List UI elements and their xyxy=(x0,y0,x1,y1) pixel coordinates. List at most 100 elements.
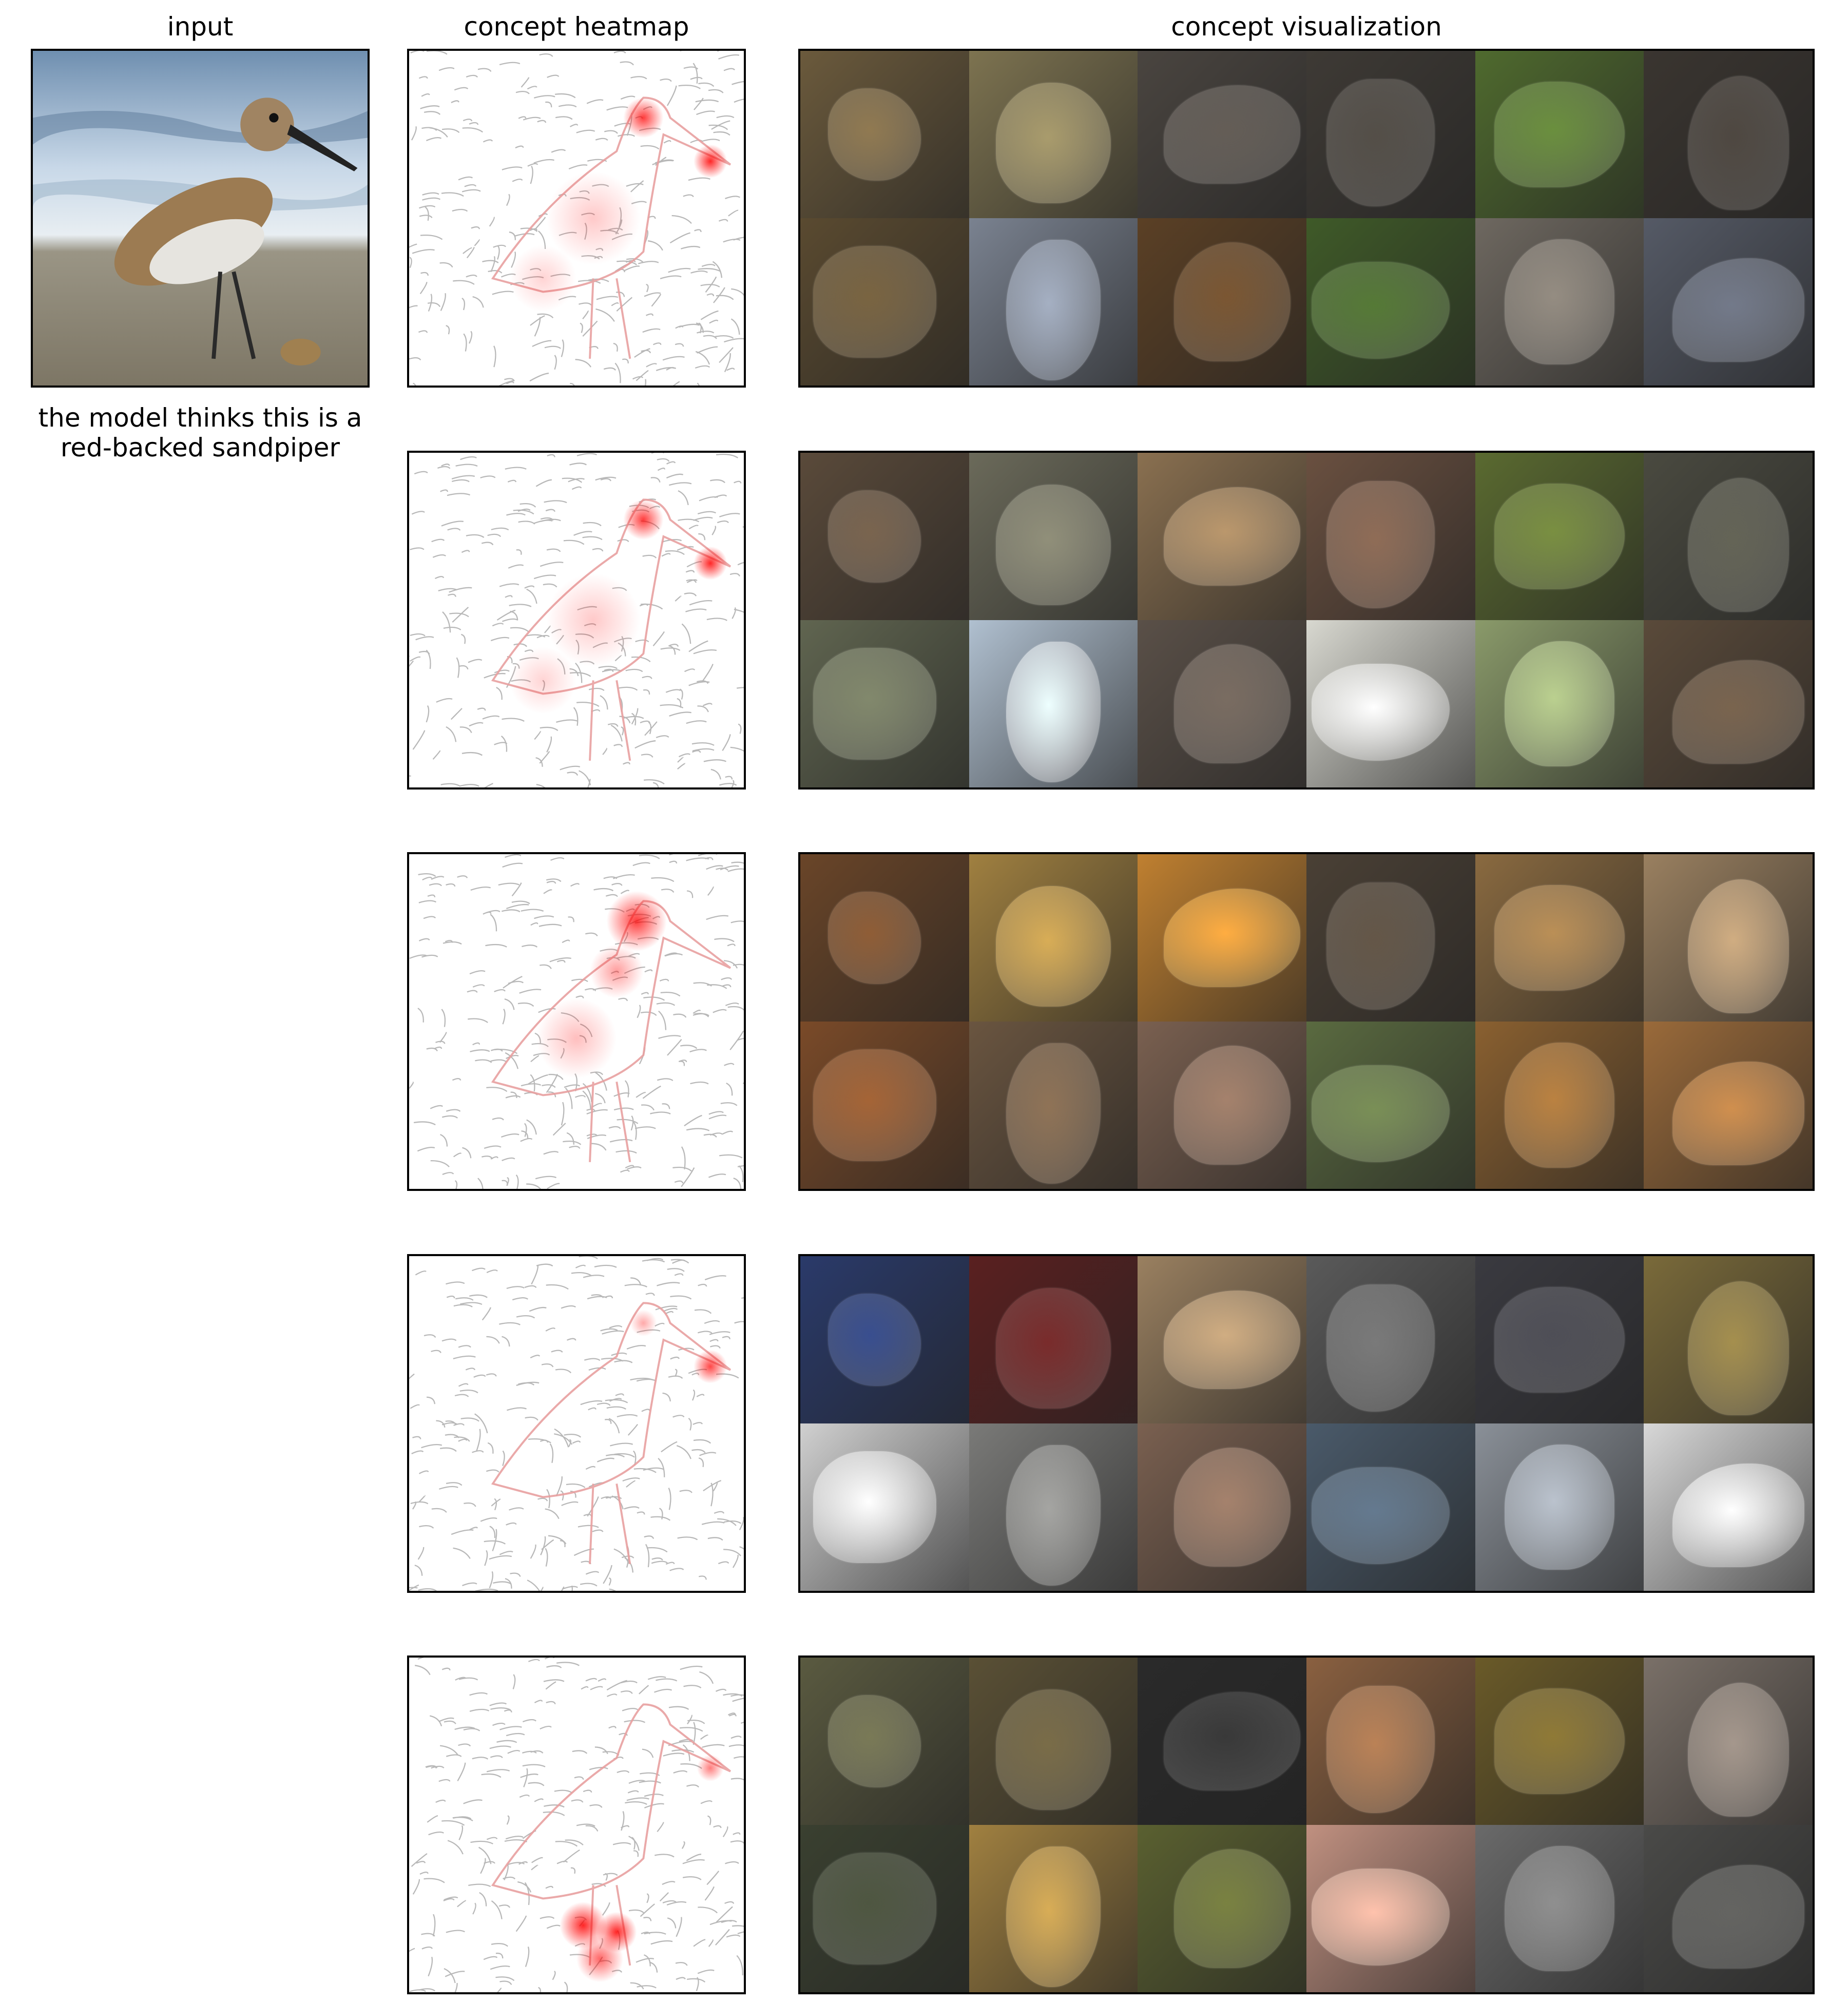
concept-grid-2 xyxy=(798,451,1815,790)
concept-mask xyxy=(828,892,921,984)
concept-tile xyxy=(800,620,969,787)
concept-mask xyxy=(1164,487,1301,586)
concept-mask xyxy=(1687,1682,1789,1817)
concept-tile xyxy=(800,218,969,386)
concept-tile xyxy=(1644,1825,1813,1992)
concept-tile xyxy=(1138,620,1306,787)
concept-tile xyxy=(969,1423,1138,1591)
concept-tile xyxy=(1644,620,1813,787)
concept-mask xyxy=(1164,85,1301,184)
concept-tile xyxy=(969,1825,1138,1992)
concept-tile xyxy=(969,218,1138,386)
concept-mask xyxy=(996,1689,1111,1810)
concept-tile xyxy=(1138,1423,1306,1591)
concept-tile xyxy=(800,1658,969,1825)
concept-tile xyxy=(1306,1256,1475,1423)
concept-mask xyxy=(1687,75,1789,210)
concept-tile xyxy=(1475,218,1644,386)
concept-mask xyxy=(1672,1062,1804,1166)
concept-mask xyxy=(1494,885,1625,991)
concept-mask xyxy=(1326,79,1435,207)
header-concept-heatmap: concept heatmap xyxy=(464,12,689,42)
concept-mask xyxy=(1687,1281,1789,1415)
concept-mask xyxy=(1173,1849,1291,1968)
concept-mask xyxy=(1173,1046,1291,1165)
concept-tile xyxy=(1138,1022,1306,1189)
concept-tile xyxy=(1138,1825,1306,1992)
concept-mask xyxy=(1494,82,1625,187)
concept-tile xyxy=(1138,51,1306,218)
concept-mask xyxy=(1311,261,1450,359)
concept-mask xyxy=(813,1451,936,1564)
concept-tile xyxy=(1306,51,1475,218)
concept-mask xyxy=(1672,258,1804,362)
concept-mask xyxy=(1687,477,1789,612)
concept-grid-5 xyxy=(798,1656,1815,1994)
concept-grid-4 xyxy=(798,1254,1815,1593)
header-input: input xyxy=(167,12,234,42)
concept-tile xyxy=(1306,854,1475,1022)
concept-mask xyxy=(813,1852,936,1965)
concept-mask xyxy=(813,647,936,760)
concept-mask xyxy=(1505,1042,1614,1168)
concept-tile xyxy=(1306,1423,1475,1591)
heatmap-1 xyxy=(407,49,746,388)
concept-mask xyxy=(1173,1448,1291,1567)
concept-mask xyxy=(1326,1284,1435,1412)
concept-tile xyxy=(1306,1658,1475,1825)
concept-mask xyxy=(996,886,1111,1007)
concept-mask xyxy=(828,490,921,583)
concept-tile xyxy=(800,854,969,1022)
concept-mask xyxy=(1006,1445,1101,1586)
concept-tile xyxy=(800,1423,969,1591)
concept-mask xyxy=(1494,484,1625,589)
concept-tile xyxy=(1644,1022,1813,1189)
concept-mask xyxy=(828,1695,921,1787)
sandpiper-photo xyxy=(33,51,368,386)
concept-tile xyxy=(800,1022,969,1189)
concept-tile xyxy=(969,1256,1138,1423)
concept-tile xyxy=(1475,1423,1644,1591)
concept-mask xyxy=(1311,1868,1450,1966)
concept-tile xyxy=(1644,1256,1813,1423)
concept-tile xyxy=(1644,1658,1813,1825)
concept-tile xyxy=(969,453,1138,620)
concept-tile xyxy=(1475,1658,1644,1825)
concept-mask xyxy=(996,82,1111,203)
concept-tile xyxy=(1644,453,1813,620)
concept-mask xyxy=(1311,663,1450,761)
concept-tile xyxy=(800,51,969,218)
concept-tile xyxy=(1138,854,1306,1022)
concept-tile xyxy=(1475,1022,1644,1189)
concept-mask xyxy=(1494,1688,1625,1794)
concept-tile xyxy=(1138,453,1306,620)
concept-tile xyxy=(1306,1825,1475,1992)
concept-mask xyxy=(1311,1467,1450,1564)
concept-tile xyxy=(1138,1658,1306,1825)
concept-tile xyxy=(1644,1423,1813,1591)
concept-grid-3 xyxy=(798,852,1815,1191)
concept-mask xyxy=(1505,1845,1614,1972)
concept-mask xyxy=(996,1287,1111,1409)
concept-mask xyxy=(828,1294,921,1386)
concept-tile xyxy=(1644,51,1813,218)
concept-mask xyxy=(813,1049,936,1162)
concept-tile xyxy=(969,1658,1138,1825)
prediction-caption: the model thinks this is a red-backed sa… xyxy=(38,403,362,463)
concept-mask xyxy=(1173,644,1291,763)
input-image xyxy=(31,49,370,388)
concept-tile xyxy=(1306,218,1475,386)
concept-mask xyxy=(813,245,936,358)
concept-tile xyxy=(1644,854,1813,1022)
heatmap-5 xyxy=(407,1656,746,1994)
concept-tile xyxy=(1475,453,1644,620)
concept-mask xyxy=(1006,1043,1101,1184)
concept-tile xyxy=(1644,218,1813,386)
concept-mask xyxy=(1672,1464,1804,1568)
concept-tile xyxy=(800,1256,969,1423)
concept-tile xyxy=(1138,1256,1306,1423)
concept-tile xyxy=(1475,51,1644,218)
concept-mask xyxy=(1311,1065,1450,1162)
concept-mask xyxy=(1505,239,1614,365)
concept-mask xyxy=(1326,481,1435,609)
